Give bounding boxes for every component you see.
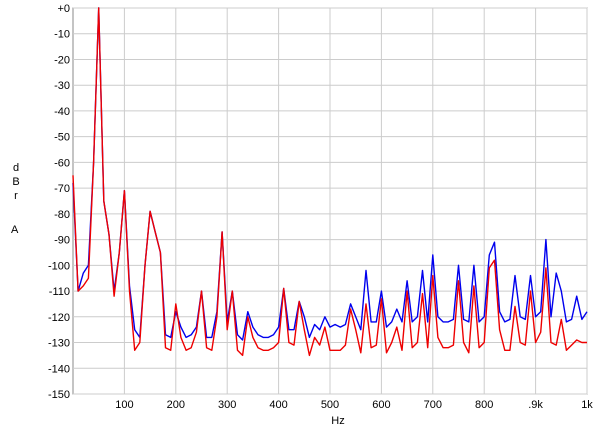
x-tick-label: 600 (372, 399, 390, 411)
x-tick-label: .9k (528, 399, 543, 411)
y-tick-label: -140 (48, 363, 70, 375)
y-tick-label: -10 (54, 29, 70, 41)
y-tick-label: -150 (48, 389, 70, 401)
y-axis-label: dBr (10, 162, 22, 204)
series-line (72, 7, 587, 357)
y-tick-label: -30 (54, 80, 70, 92)
x-tick-label: 1k (581, 399, 593, 411)
y-axis-unit: A (11, 224, 19, 236)
y-tick-label: -80 (54, 209, 70, 221)
y-tick-label: -130 (48, 338, 70, 350)
y-tick-label: -20 (54, 54, 70, 66)
y-tick-label: -50 (54, 132, 70, 144)
y-tick-label: -70 (54, 183, 70, 195)
x-tick-label: 300 (218, 399, 236, 411)
x-tick-label: 800 (475, 399, 493, 411)
y-tick-label: -100 (48, 260, 70, 272)
x-axis-label: Hz (331, 415, 344, 427)
y-tick-label: -120 (48, 312, 70, 324)
x-tick-label: 200 (167, 399, 185, 411)
x-tick-label: 100 (115, 399, 133, 411)
x-tick-label: 700 (424, 399, 442, 411)
x-tick-label: 400 (269, 399, 287, 411)
x-tick-label: 500 (321, 399, 339, 411)
y-tick-label: +0 (57, 3, 70, 15)
y-tick-label: -90 (54, 235, 70, 247)
y-tick-label: -110 (49, 286, 70, 298)
y-tick-label: -60 (54, 157, 70, 169)
y-tick-label: -40 (54, 106, 70, 118)
